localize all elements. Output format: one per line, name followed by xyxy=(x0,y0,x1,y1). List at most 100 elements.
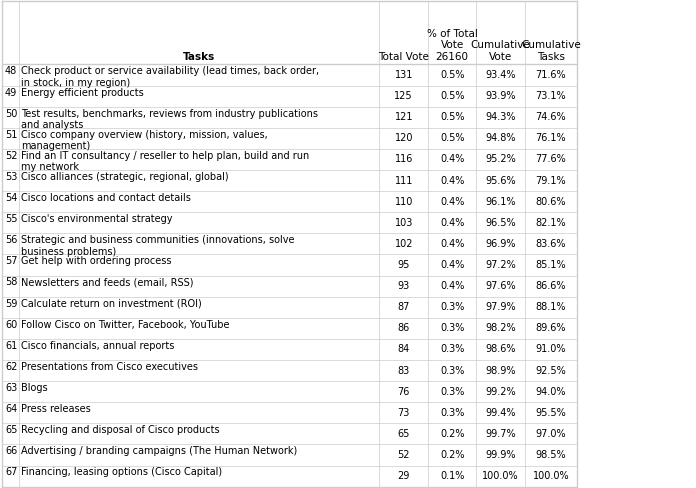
Text: 0.4%: 0.4% xyxy=(440,154,464,164)
Text: 76: 76 xyxy=(397,386,410,397)
Text: 98.5%: 98.5% xyxy=(536,450,567,460)
Text: 29: 29 xyxy=(397,471,410,481)
Text: 85.1%: 85.1% xyxy=(536,260,567,270)
Text: 74.6%: 74.6% xyxy=(536,112,567,122)
Text: 67: 67 xyxy=(5,468,17,477)
Text: Cisco's environmental strategy: Cisco's environmental strategy xyxy=(22,214,173,224)
Text: 120: 120 xyxy=(395,133,413,143)
Text: Total Vote: Total Vote xyxy=(379,52,429,62)
Text: 96.1%: 96.1% xyxy=(485,197,516,206)
Text: 98.2%: 98.2% xyxy=(485,324,516,333)
Text: 79.1%: 79.1% xyxy=(536,176,567,185)
Text: 50: 50 xyxy=(5,109,17,119)
Text: 93: 93 xyxy=(397,281,410,291)
Text: 73.1%: 73.1% xyxy=(536,91,567,101)
Text: 84: 84 xyxy=(397,345,410,354)
Text: 66: 66 xyxy=(5,447,17,456)
Text: 0.4%: 0.4% xyxy=(440,176,464,185)
Text: 97.2%: 97.2% xyxy=(485,260,516,270)
Text: 83: 83 xyxy=(397,366,410,376)
Text: Calculate return on investment (ROI): Calculate return on investment (ROI) xyxy=(22,299,202,308)
Text: 116: 116 xyxy=(395,154,413,164)
Text: 0.1%: 0.1% xyxy=(440,471,464,481)
Text: 59: 59 xyxy=(5,299,17,308)
Text: Find an IT consultancy / reseller to help plan, build and run
my network: Find an IT consultancy / reseller to hel… xyxy=(22,151,310,172)
Text: 49: 49 xyxy=(5,87,17,98)
Text: Cisco alliances (strategic, regional, global): Cisco alliances (strategic, regional, gl… xyxy=(22,172,229,182)
Text: 111: 111 xyxy=(395,176,413,185)
Text: 95.2%: 95.2% xyxy=(485,154,516,164)
Text: Presentations from Cisco executives: Presentations from Cisco executives xyxy=(22,362,198,372)
Text: 53: 53 xyxy=(5,172,17,182)
Text: 57: 57 xyxy=(5,256,17,266)
Text: Cumulative
Vote: Cumulative Vote xyxy=(470,41,530,62)
Text: 98.9%: 98.9% xyxy=(485,366,516,376)
Text: 97.6%: 97.6% xyxy=(485,281,516,291)
Text: 83.6%: 83.6% xyxy=(536,239,566,249)
Text: 0.4%: 0.4% xyxy=(440,260,464,270)
Text: 52: 52 xyxy=(397,450,410,460)
Text: Recycling and disposal of Cisco products: Recycling and disposal of Cisco products xyxy=(22,425,220,435)
Text: 88.1%: 88.1% xyxy=(536,302,566,312)
Text: 65: 65 xyxy=(5,425,17,435)
Text: % of Total
Vote
26160: % of Total Vote 26160 xyxy=(427,29,477,62)
Text: 89.6%: 89.6% xyxy=(536,324,566,333)
Text: 96.5%: 96.5% xyxy=(485,218,516,228)
Text: 51: 51 xyxy=(5,130,17,140)
Text: 0.2%: 0.2% xyxy=(440,429,464,439)
Text: 56: 56 xyxy=(5,235,17,245)
Text: 60: 60 xyxy=(5,320,17,330)
Text: Follow Cisco on Twitter, Facebook, YouTube: Follow Cisco on Twitter, Facebook, YouTu… xyxy=(22,320,230,330)
Text: 86: 86 xyxy=(397,324,410,333)
Text: 131: 131 xyxy=(395,70,413,80)
Text: 94.3%: 94.3% xyxy=(485,112,516,122)
Text: 95.6%: 95.6% xyxy=(485,176,516,185)
Text: 98.6%: 98.6% xyxy=(485,345,516,354)
Text: Energy efficient products: Energy efficient products xyxy=(22,87,144,98)
Text: Blogs: Blogs xyxy=(22,383,48,393)
Text: 63: 63 xyxy=(5,383,17,393)
Text: 0.3%: 0.3% xyxy=(440,408,464,418)
Text: 99.2%: 99.2% xyxy=(485,386,516,397)
Text: 100.0%: 100.0% xyxy=(482,471,519,481)
Text: 87: 87 xyxy=(397,302,410,312)
Text: Cisco company overview (history, mission, values,
management): Cisco company overview (history, mission… xyxy=(22,130,268,151)
Text: 97.9%: 97.9% xyxy=(485,302,516,312)
Text: Tasks: Tasks xyxy=(183,52,216,62)
Text: 97.0%: 97.0% xyxy=(536,429,567,439)
Text: 0.5%: 0.5% xyxy=(440,70,464,80)
Text: 93.4%: 93.4% xyxy=(485,70,516,80)
Text: 96.9%: 96.9% xyxy=(485,239,516,249)
Text: 0.4%: 0.4% xyxy=(440,197,464,206)
Text: 82.1%: 82.1% xyxy=(536,218,567,228)
Text: 73: 73 xyxy=(397,408,410,418)
Text: 0.3%: 0.3% xyxy=(440,324,464,333)
Text: 0.3%: 0.3% xyxy=(440,302,464,312)
Text: 65: 65 xyxy=(397,429,410,439)
Text: Cisco financials, annual reports: Cisco financials, annual reports xyxy=(22,341,175,351)
Text: 0.4%: 0.4% xyxy=(440,281,464,291)
Text: 99.9%: 99.9% xyxy=(485,450,516,460)
Text: Strategic and business communities (innovations, solve
business problems): Strategic and business communities (inno… xyxy=(22,235,295,257)
Text: Cumulative
Tasks: Cumulative Tasks xyxy=(521,41,580,62)
Text: 125: 125 xyxy=(395,91,413,101)
Text: 71.6%: 71.6% xyxy=(536,70,567,80)
Text: 0.4%: 0.4% xyxy=(440,218,464,228)
Text: Test results, benchmarks, reviews from industry publications
and analysts: Test results, benchmarks, reviews from i… xyxy=(22,109,318,130)
Text: 62: 62 xyxy=(5,362,17,372)
Text: Financing, leasing options (Cisco Capital): Financing, leasing options (Cisco Capita… xyxy=(22,468,223,477)
Text: 91.0%: 91.0% xyxy=(536,345,566,354)
Text: 54: 54 xyxy=(5,193,17,203)
Text: 93.9%: 93.9% xyxy=(485,91,516,101)
Text: 94.8%: 94.8% xyxy=(485,133,516,143)
Text: 95.5%: 95.5% xyxy=(535,408,567,418)
Text: 0.2%: 0.2% xyxy=(440,450,464,460)
Text: Advertising / branding campaigns (The Human Network): Advertising / branding campaigns (The Hu… xyxy=(22,447,298,456)
Text: Get help with ordering process: Get help with ordering process xyxy=(22,256,172,266)
Text: 61: 61 xyxy=(5,341,17,351)
Text: 0.3%: 0.3% xyxy=(440,345,464,354)
Text: 0.4%: 0.4% xyxy=(440,239,464,249)
Text: 77.6%: 77.6% xyxy=(535,154,567,164)
Text: 94.0%: 94.0% xyxy=(536,386,566,397)
Text: 95: 95 xyxy=(397,260,410,270)
